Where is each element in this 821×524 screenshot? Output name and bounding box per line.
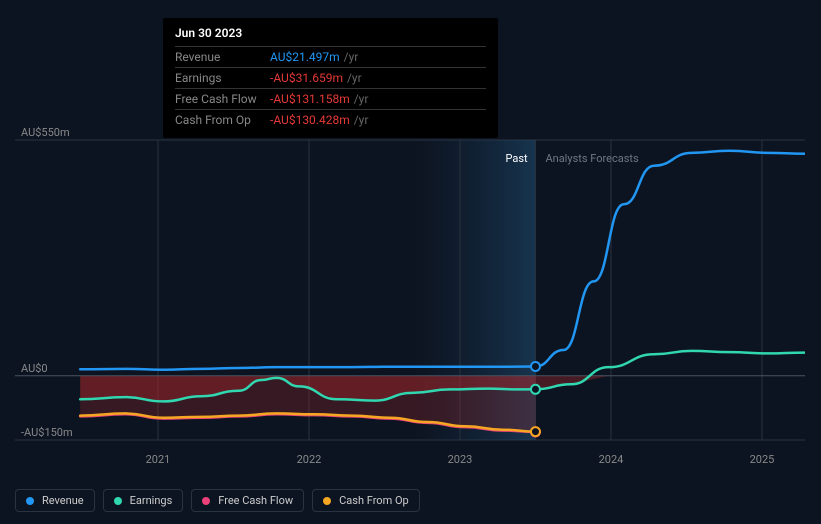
legend-label: Earnings [130, 494, 173, 507]
legend-label: Cash From Op [339, 494, 409, 507]
legend-item[interactable]: Cash From Op [312, 489, 420, 512]
x-axis-label: 2023 [448, 453, 473, 466]
past-region-label: Past [505, 152, 527, 165]
y-axis-label: -AU$150m [21, 426, 73, 439]
legend: Revenue Earnings Free Cash Flow Cash From O… [15, 489, 420, 512]
legend-label: Free Cash Flow [218, 494, 293, 507]
legend-label: Revenue [42, 494, 84, 507]
tooltip-metric-value: -AU$31.659m [270, 71, 343, 85]
tooltip-metric-label: Revenue [175, 50, 270, 64]
tooltip-metric-suffix: /yr [344, 50, 359, 64]
x-axis-label: 2022 [297, 453, 322, 466]
tooltip-row: RevenueAU$21.497m/yr [175, 46, 486, 67]
tooltip-metric-value: AU$21.497m [270, 50, 340, 64]
forecast-region-label: Analysts Forecasts [545, 152, 638, 165]
tooltip-metric-suffix: /yr [347, 71, 362, 85]
x-axis-label: 2024 [599, 453, 624, 466]
legend-dot-icon [323, 497, 331, 505]
tooltip-row: Earnings-AU$31.659m/yr [175, 67, 486, 88]
legend-dot-icon [202, 497, 210, 505]
tooltip-row: Free Cash Flow-AU$131.158m/yr [175, 88, 486, 109]
chart-area: AU$550mAU$0-AU$150m 20212022202320242025… [15, 125, 805, 445]
tooltip-metric-label: Earnings [175, 71, 270, 85]
tooltip-date: Jun 30 2023 [175, 26, 486, 40]
legend-dot-icon [26, 497, 34, 505]
legend-item[interactable]: Earnings [103, 489, 184, 512]
y-axis-label: AU$0 [21, 362, 48, 375]
x-axis-label: 2021 [146, 453, 171, 466]
legend-item[interactable]: Free Cash Flow [191, 489, 304, 512]
tooltip-metric-suffix: /yr [354, 92, 369, 106]
tooltip-metric-value: -AU$131.158m [270, 92, 350, 106]
chart-svg [15, 125, 805, 445]
tooltip-metric-label: Free Cash Flow [175, 92, 270, 106]
y-axis-label: AU$550m [21, 126, 70, 139]
x-axis-label: 2025 [750, 453, 775, 466]
tooltip: Jun 30 2023 RevenueAU$21.497m/yrEarnings… [163, 18, 498, 138]
legend-item[interactable]: Revenue [15, 489, 95, 512]
legend-dot-icon [114, 497, 122, 505]
